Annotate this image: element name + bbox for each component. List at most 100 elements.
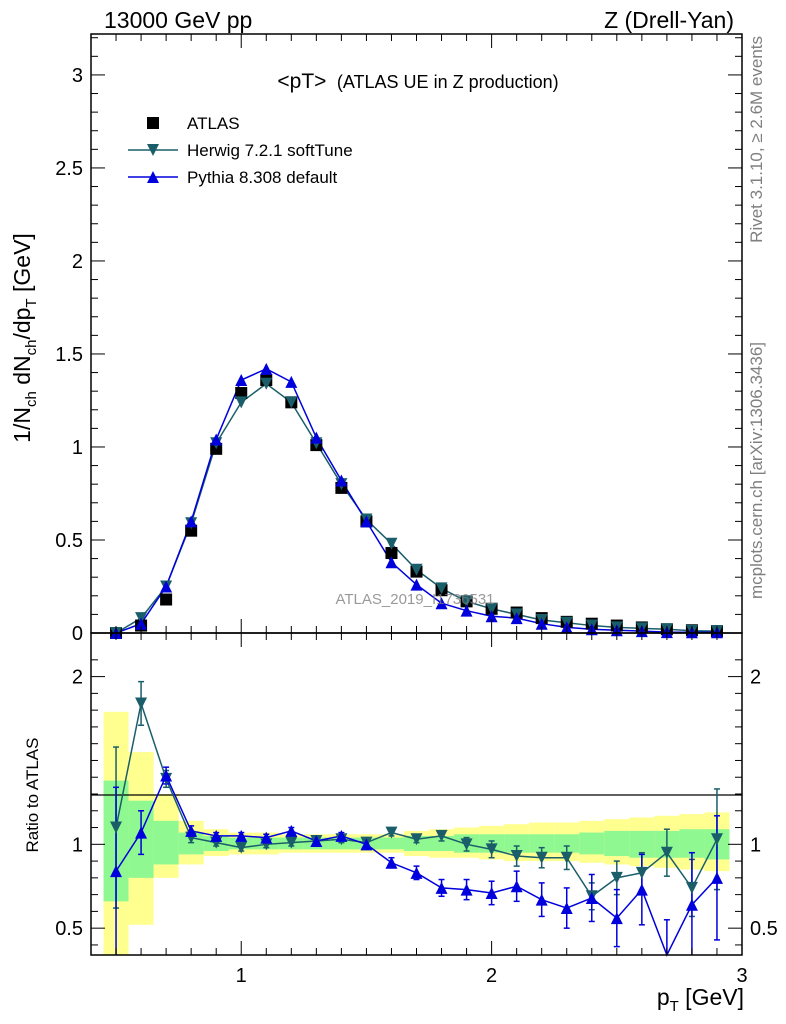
- ratio-y-tick-label: 2: [72, 667, 83, 689]
- ratio-panel-frame: [90, 632, 743, 956]
- header-process: Z (Drell-Yan): [604, 7, 734, 33]
- pythia-point: [160, 580, 173, 593]
- legend-label-herwig: Herwig 7.2.1 softTune: [187, 141, 353, 160]
- main-y-tick-label: 3: [72, 65, 83, 87]
- pythia-point: [510, 612, 523, 625]
- band-inner-segment: [529, 834, 555, 853]
- main-y-tick-label: 0.5: [55, 530, 83, 552]
- ratio-y-tick-label: 1: [72, 834, 83, 856]
- x-tick-label: 2: [486, 965, 497, 987]
- band-inner-segment: [378, 837, 404, 850]
- pythia-ratio-point: [460, 883, 473, 896]
- main-panel-axes: 0 0.5 1 1.5 2 2.5 3: [55, 34, 742, 645]
- plot-title-sub: (ATLAS UE in Z production): [337, 72, 559, 92]
- atlas-point: [160, 593, 173, 606]
- legend-entry-atlas: ATLAS: [147, 114, 240, 133]
- x-tick-label: 3: [736, 965, 747, 987]
- pythia-point: [460, 604, 473, 617]
- band-inner-segment: [579, 832, 605, 855]
- herwig-ratio-point: [535, 851, 548, 864]
- main-panel: 0 0.5 1 1.5 2 2.5 3 <pT> (ATLAS UE in Z produc…: [9, 33, 743, 645]
- atlas-point: [235, 387, 248, 400]
- pythia-ratio-point: [185, 824, 198, 837]
- pythia-point: [285, 375, 298, 388]
- herwig-ratio-point: [660, 846, 673, 859]
- herwig-point: [435, 582, 448, 595]
- header-collision: 13000 GeV pp: [104, 7, 252, 33]
- pythia-ratio-point: [235, 829, 248, 842]
- herwig-ratio-point: [560, 851, 573, 864]
- band-inner-segment: [429, 835, 455, 852]
- pythia-ratio-point: [310, 834, 323, 847]
- herwig-ratio-point: [410, 833, 423, 846]
- ratio-y-tick-label-right: 2: [750, 667, 761, 689]
- pythia-ratio-point: [560, 902, 573, 915]
- herwig-ratio-point: [510, 850, 523, 863]
- band-inner-segment: [504, 834, 530, 853]
- herwig-ratio-point: [485, 843, 498, 856]
- pythia-point: [385, 556, 398, 569]
- mcplots-info: mcplots.cern.ch [arXiv:1306.3436]: [747, 342, 766, 599]
- herwig-point: [260, 377, 273, 390]
- pythia-ratio-point: [535, 893, 548, 906]
- pythia-ratio-line: [115, 773, 718, 957]
- legend-marker-pythia: [147, 171, 159, 183]
- pythia-point: [135, 617, 148, 630]
- herwig-ratio-point: [385, 826, 398, 839]
- pythia-ratio-point: [335, 829, 348, 842]
- herwig-ratio-point: [110, 821, 123, 834]
- main-panel-marks: [110, 362, 723, 639]
- legend: ATLAS Herwig 7.2.1 softTune Pythia 8.308…: [128, 114, 353, 187]
- herwig-ratio-point: [635, 866, 648, 879]
- herwig-ratio-point: [610, 871, 623, 884]
- herwig-point: [410, 563, 423, 576]
- herwig-point: [460, 595, 473, 608]
- pythia-point: [410, 578, 423, 591]
- pythia-ratio-point: [210, 829, 223, 842]
- analysis-watermark: ATLAS_2019_I1736531: [335, 591, 494, 608]
- band-inner-segment: [604, 830, 630, 857]
- legend-entry-herwig: Herwig 7.2.1 softTune: [128, 141, 353, 160]
- pythia-ratio-point: [710, 871, 723, 884]
- plot-title-main: <pT>: [277, 70, 326, 93]
- legend-entry-pythia: Pythia 8.308 default: [128, 168, 338, 187]
- pythia-ratio-point: [410, 866, 423, 879]
- pythia-point: [210, 433, 223, 446]
- pythia-ratio-point: [435, 881, 448, 894]
- pythia-ratio-point: [285, 824, 298, 837]
- ratio-y-axis-label: Ratio to ATLAS: [23, 738, 42, 853]
- main-y-axis-label: 1/Nch dNch/dpT [GeV]: [9, 233, 40, 443]
- pythia-point: [335, 474, 348, 487]
- ratio-y-tick-label-right: 1: [750, 834, 761, 856]
- band-inner-segment: [153, 820, 179, 865]
- x-axis-label: pT [GeV]: [657, 984, 744, 1015]
- main-y-tick-label: 1: [72, 437, 83, 459]
- pythia-ratio-point: [360, 838, 373, 851]
- legend-marker-herwig: [147, 144, 159, 156]
- herwig-ratio-point: [685, 881, 698, 894]
- pythia-point: [485, 610, 498, 623]
- legend-label-atlas: ATLAS: [187, 114, 240, 133]
- pythia-ratio-point: [585, 891, 598, 904]
- pythia-ratio-point: [685, 898, 698, 911]
- pythia-ratio-point: [385, 856, 398, 869]
- pythia-point: [235, 374, 248, 387]
- herwig-ratio-point: [235, 841, 248, 854]
- herwig-ratio-point: [285, 836, 298, 849]
- legend-label-pythia: Pythia 8.308 default: [187, 168, 338, 187]
- plot-title: <pT> (ATLAS UE in Z production): [277, 70, 558, 93]
- rivet-info: Rivet 3.1.10, ≥ 2.6M events: [747, 36, 766, 243]
- pythia-point: [310, 431, 323, 444]
- herwig-ratio-point: [435, 829, 448, 842]
- herwig-point: [485, 602, 498, 615]
- pythia-point: [435, 597, 448, 610]
- pythia-ratio-point: [610, 912, 623, 925]
- pythia-point: [535, 617, 548, 630]
- main-y-tick-label: 1.5: [55, 344, 83, 366]
- main-y-tick-label: 2: [72, 251, 83, 273]
- legend-marker-atlas: [147, 117, 159, 129]
- pythia-ratio-point: [635, 883, 648, 896]
- herwig-point: [285, 396, 298, 409]
- main-y-tick-label: 0: [72, 623, 83, 645]
